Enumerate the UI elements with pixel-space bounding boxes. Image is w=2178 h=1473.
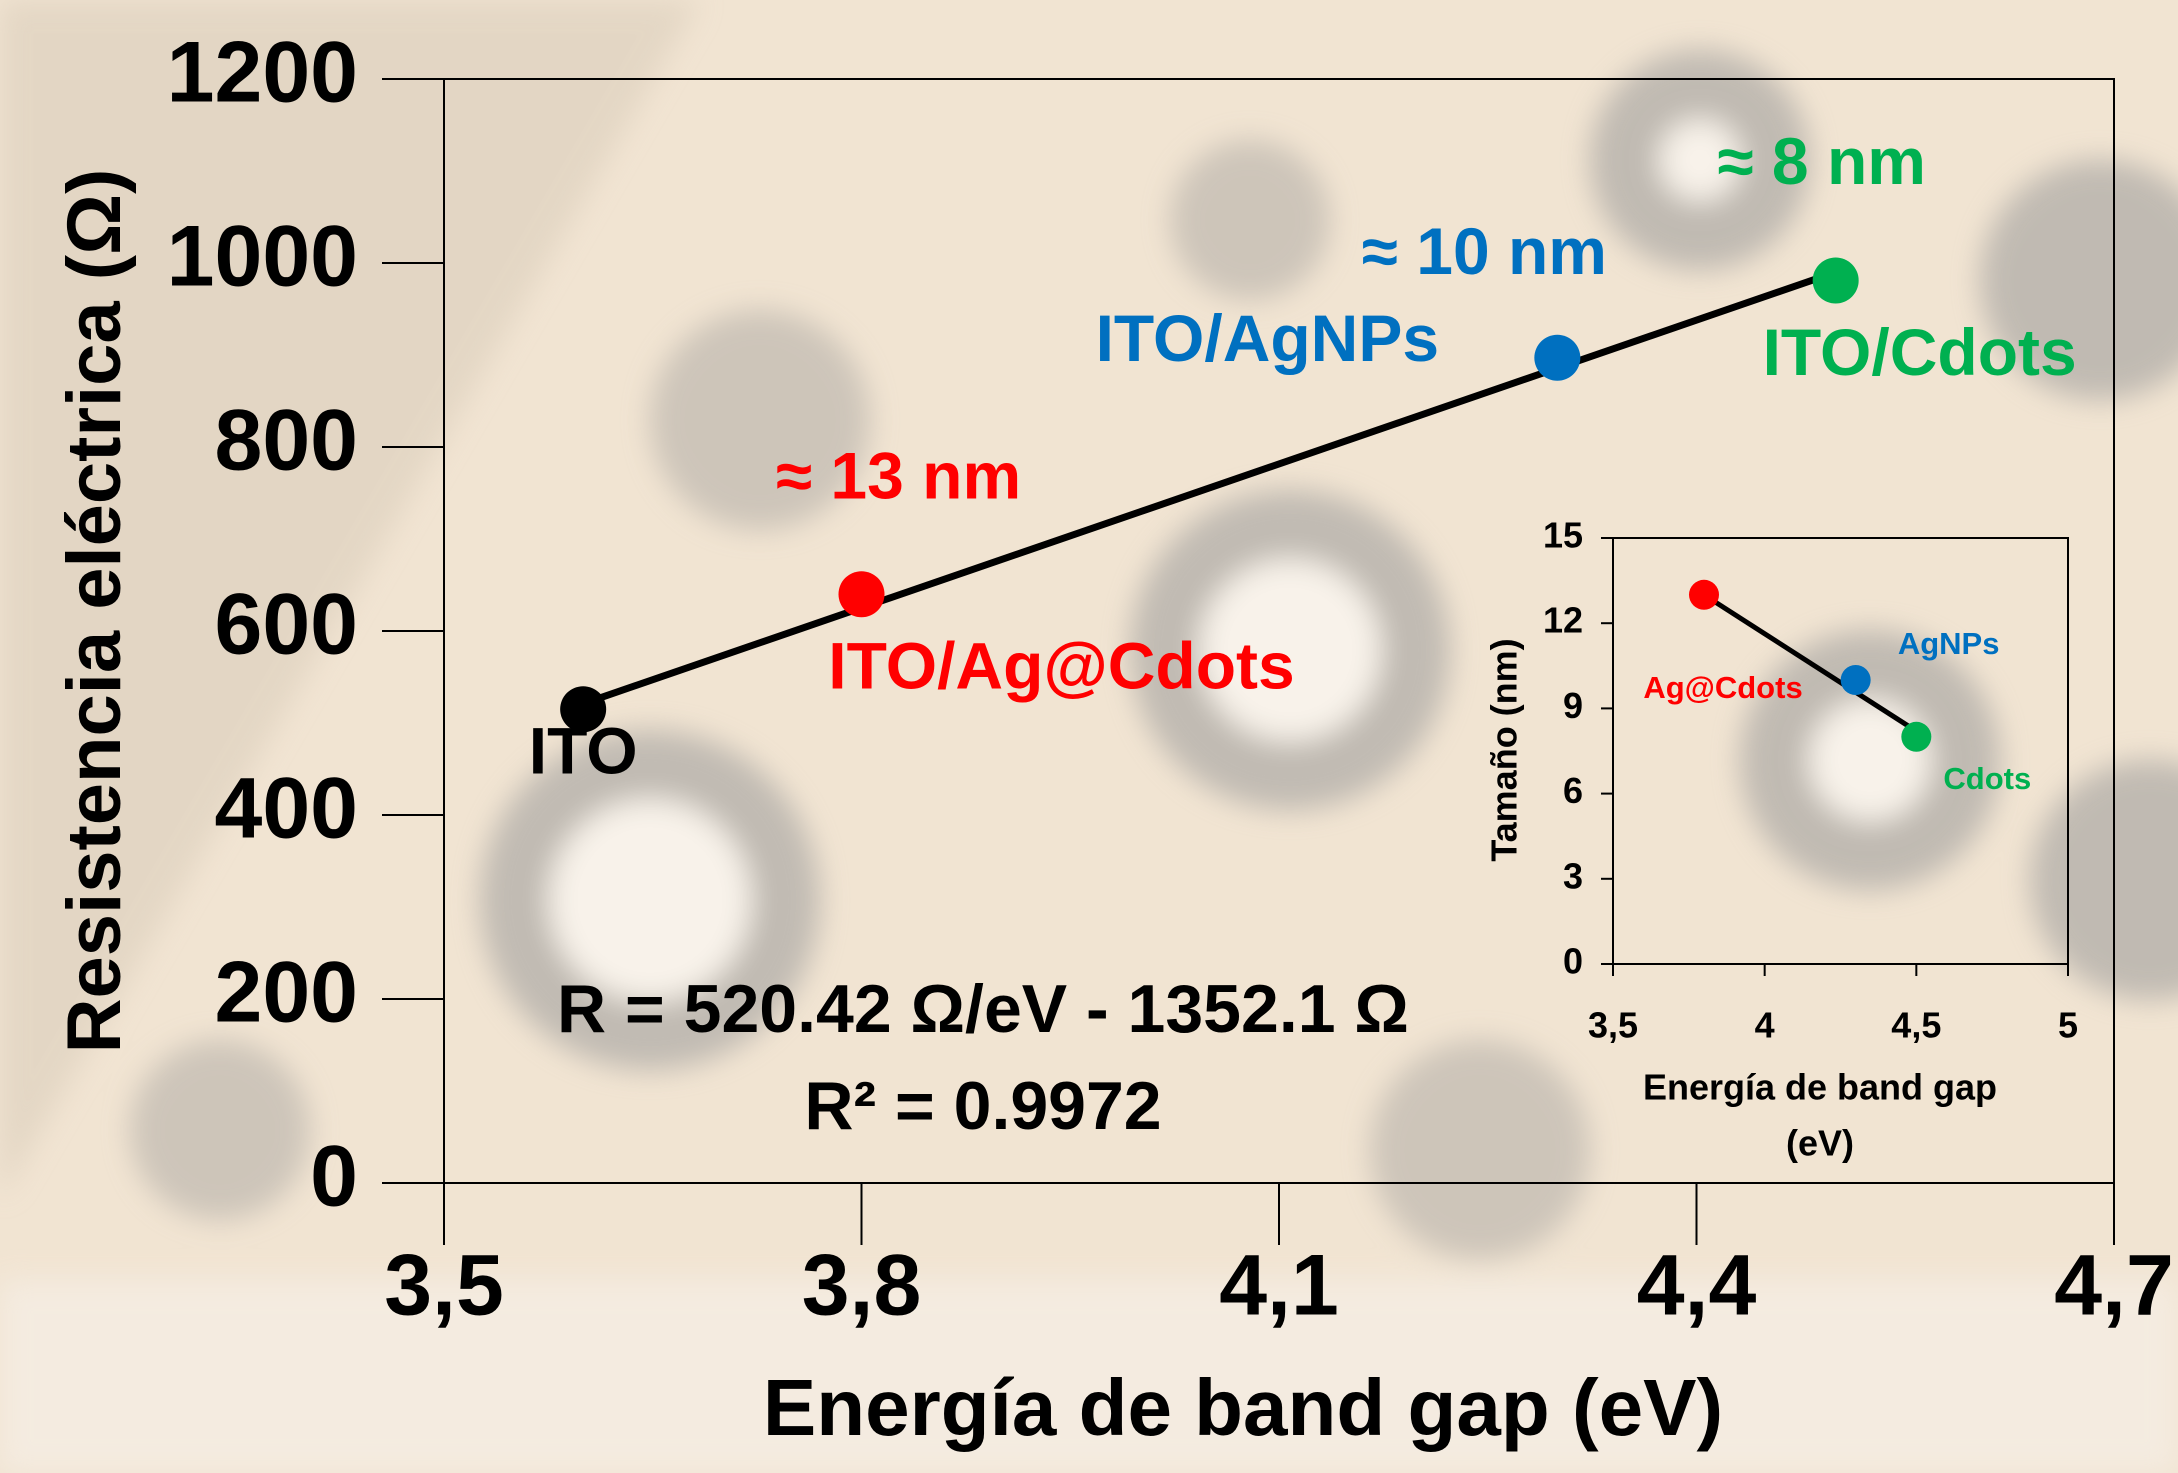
data-point xyxy=(1901,722,1931,752)
point-label: ITO/Cdots xyxy=(1763,315,2077,389)
y-tick-label: 1000 xyxy=(167,209,358,305)
y-tick-label: 800 xyxy=(215,393,359,489)
y-tick-label: 3 xyxy=(1563,855,1583,896)
data-point xyxy=(1841,665,1871,695)
data-point xyxy=(1689,580,1719,610)
x-tick-label: 4,1 xyxy=(1219,1238,1339,1334)
point-label: Ag@Cdots xyxy=(1643,670,1802,705)
size-annotation: ≈ 13 nm xyxy=(776,439,1021,513)
y-tick-label: 15 xyxy=(1543,515,1583,556)
y-tick-label: 600 xyxy=(215,577,359,673)
x-tick-label: 4 xyxy=(1755,1005,1775,1046)
point-label: ITO xyxy=(529,714,638,788)
y-tick-label: 200 xyxy=(215,945,359,1041)
x-axis-title: Energía de band gap xyxy=(1643,1067,1997,1108)
y-tick-label: 12 xyxy=(1543,600,1583,641)
page: {"chart_data": [ {"type": "scatter", "xl… xyxy=(0,0,2178,1473)
x-tick-label: 3,5 xyxy=(1588,1005,1638,1046)
data-point xyxy=(1534,335,1580,381)
y-axis-title: Tamaño (nm) xyxy=(1484,638,1525,861)
x-tick-label: 3,8 xyxy=(802,1238,922,1334)
data-point xyxy=(839,571,885,617)
y-axis-title: Resistencia eléctrica (Ω) xyxy=(52,169,137,1054)
point-label: AgNPs xyxy=(1898,626,2000,661)
y-tick-label: 6 xyxy=(1563,770,1583,811)
x-tick-label: 4,7 xyxy=(2054,1238,2174,1334)
fit-equation: R = 520.42 Ω/eV - 1352.1 Ω xyxy=(557,971,1409,1047)
point-label: ITO/Ag@Cdots xyxy=(828,629,1294,703)
data-point xyxy=(1813,257,1859,303)
x-tick-label: 4,5 xyxy=(1891,1005,1941,1046)
point-label: Cdots xyxy=(1943,761,2031,796)
x-axis-title: (eV) xyxy=(1786,1123,1854,1164)
x-tick-label: 3,5 xyxy=(384,1238,504,1334)
size-annotation: ≈ 8 nm xyxy=(1717,124,1926,198)
x-tick-label: 5 xyxy=(2058,1005,2078,1046)
y-tick-label: 1200 xyxy=(167,25,358,121)
chart: 3,5 3,8 4,1 4,4 4,7 0 200 400 600 800 1000 1200 Ener… xyxy=(0,0,2178,1473)
point-label: ITO/AgNPs xyxy=(1096,301,1440,375)
y-tick-label: 0 xyxy=(1563,941,1583,982)
x-tick-label: 4,4 xyxy=(1637,1238,1757,1334)
fit-equation: R² = 0.9972 xyxy=(804,1068,1161,1144)
y-tick-label: 400 xyxy=(215,761,359,857)
y-tick-label: 9 xyxy=(1563,685,1583,726)
size-annotation: ≈ 10 nm xyxy=(1362,214,1607,288)
x-axis-title: Energía de band gap (eV) xyxy=(763,1363,1723,1452)
y-tick-label: 0 xyxy=(310,1129,358,1225)
